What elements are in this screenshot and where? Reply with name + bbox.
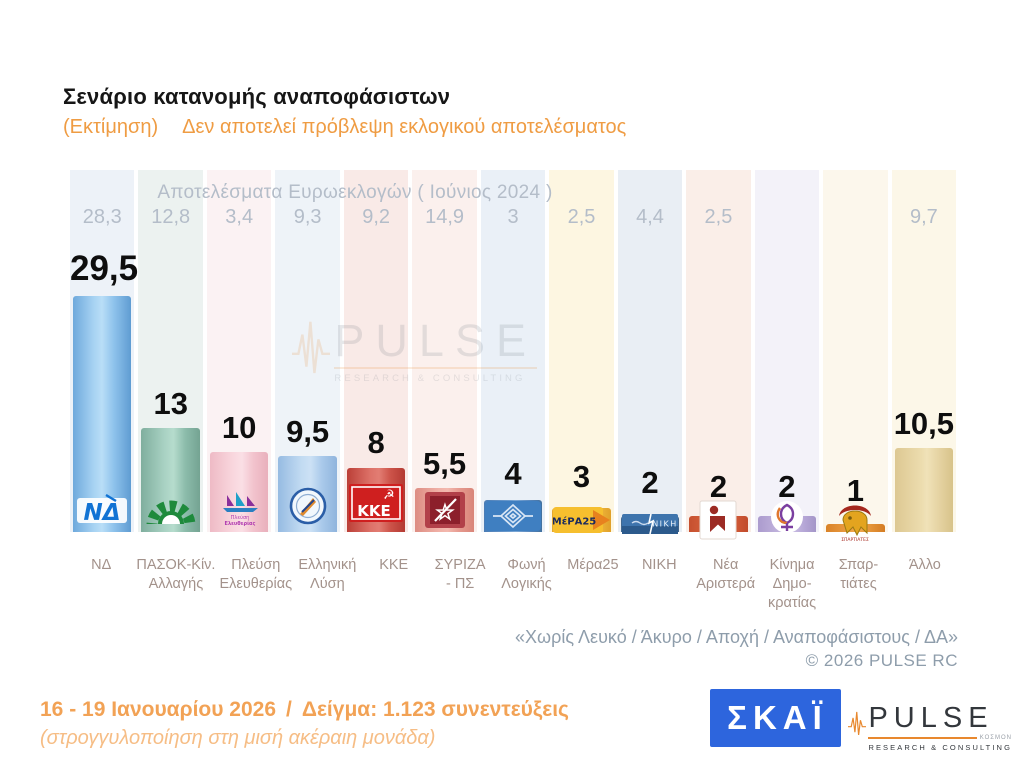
euro-results-header: Αποτελέσματα Ευρωεκλογών ( Ιούνιος 2024 … xyxy=(157,182,553,203)
party-name-label: Ελληνική Λύση xyxy=(298,557,357,592)
bar-value-label: 2 xyxy=(641,465,659,500)
bar-value-label: 3 xyxy=(572,459,591,494)
rounding-note: (στρογγυλοποίηση στη μισή ακέραιη μονάδα… xyxy=(40,727,436,749)
survey-info-line: 16 - 19 Ιανουαρίου 2026 / Δείγμα: 1.123 συ… xyxy=(40,698,569,722)
euro-2024-value: 9,2 xyxy=(362,206,391,228)
party-name-label: Φωνή Λογικής xyxy=(501,557,552,592)
plefsi-ship-logo: Πλεύση Ελευθερίας xyxy=(214,490,264,527)
survey-sample: Δείγμα: 1.123 συνεντεύξεις xyxy=(301,698,569,721)
bar-value-label: 4 xyxy=(504,456,522,491)
bar-value-label: 8 xyxy=(367,425,385,460)
euro-2024-value: 2,5 xyxy=(704,206,733,228)
euro-2024-value: 9,3 xyxy=(293,206,322,228)
bar-value-label: 5,5 xyxy=(423,446,467,481)
svg-text:ΜέΡΑ25: ΜέΡΑ25 xyxy=(553,516,596,528)
svg-text:ΝΔ: ΝΔ xyxy=(84,500,121,524)
bar-value-label: 9,5 xyxy=(286,414,330,449)
foni-logikis-logo xyxy=(485,501,542,531)
pulse-logo-text: PULSE xyxy=(868,702,994,734)
svg-text:ΣΠΑΡΤΙΑΤΕΣ: ΣΠΑΡΤΙΑΤΕΣ xyxy=(842,537,870,542)
bar-value-label: 10 xyxy=(221,410,257,445)
svg-text:ΚΚΕ: ΚΚΕ xyxy=(357,502,391,520)
chart-column: 4,4 ΝΙΚΗ 2 xyxy=(617,170,683,535)
bar-value-label: 10,5 xyxy=(893,406,955,441)
pulse-heartbeat-icon xyxy=(848,711,867,736)
svg-text:Ελευθερίας: Ελευθερίας xyxy=(225,520,256,526)
euro-2024-value: 3,4 xyxy=(225,206,254,228)
party-name-label: Νέα Αριστερά xyxy=(696,557,756,592)
poll-bar xyxy=(209,452,269,532)
chart-column: 28,3 ΝΔ 29,5 xyxy=(70,170,139,532)
euro-2024-value: 28,3 xyxy=(82,206,122,228)
poll-bar xyxy=(894,448,954,532)
survey-separator: / xyxy=(286,698,292,721)
chart-columns: 28,3 ΝΔ 29,5 12,8 13 3,4 Πλεύση Ελευθερίας 10 9,3… xyxy=(70,170,957,550)
poll-bar xyxy=(73,296,132,532)
party-name-label: ΚΚΕ xyxy=(379,557,409,573)
chart-column: 9,7 10,5 xyxy=(891,170,957,532)
party-name-label: Κίνημα Δημο-κρατίας xyxy=(767,557,817,611)
niki-logo: ΝΙΚΗ xyxy=(621,513,678,535)
exclusion-note: «Χωρίς Λευκό / Άκυρο / Αποχή / Αναποφάσι… xyxy=(515,627,958,647)
party-name-label: Άλλο xyxy=(908,557,941,573)
euro-2024-value: 14,9 xyxy=(425,206,465,228)
euro-2024-value: 4,4 xyxy=(636,206,664,228)
nd-logo: ΝΔ xyxy=(76,493,128,526)
kke-logo: ☭ ΚΚΕ xyxy=(349,484,404,522)
bar-value-label: 2 xyxy=(778,469,796,504)
syriza-star-logo: ★ xyxy=(423,490,467,530)
euro-2024-value: 2,5 xyxy=(567,206,596,228)
mera25-logo: ΜέΡΑ25 xyxy=(551,507,611,533)
party-name-label: Μέρα25 xyxy=(567,557,619,573)
bar-value-label: 2 xyxy=(709,469,728,504)
svg-text:☭: ☭ xyxy=(383,488,395,503)
subtitle-estimate: (Εκτίμηση) xyxy=(63,116,159,138)
party-name-label: ΣΥΡΙΖΑ - ΠΣ xyxy=(434,557,486,592)
svg-text:ΝΙΚΗ: ΝΙΚΗ xyxy=(652,520,678,529)
bar-value-label: 13 xyxy=(153,386,188,421)
elliniki-lysi-compass-logo xyxy=(288,486,328,526)
pulse-logo-small-text: ΚΟΣΜΟΝ xyxy=(979,735,1012,741)
chart-column: 2,5 2 xyxy=(686,170,751,540)
chart-column: ΣΠΑΡΤΙΑΤΕΣ 1 xyxy=(823,170,888,543)
kinima-dimokratias-logo xyxy=(767,500,807,534)
bar-value-label: 1 xyxy=(846,473,865,508)
chart-column: 12,8 13 xyxy=(138,170,203,550)
party-name-label: ΝΔ xyxy=(91,557,112,573)
nea-aristera-logo xyxy=(699,500,737,540)
skai-logo: ΣΚΑΪ xyxy=(710,689,841,747)
chart-column: 14,9 ★ 5,5 xyxy=(412,170,477,532)
party-name-label: Σπαρ-τιάτες xyxy=(838,557,879,592)
chart-column: 9,3 9,5 xyxy=(275,170,340,532)
page-title: Σενάριο κατανομής αναποφάσιστων xyxy=(63,84,451,109)
euro-2024-value: 9,7 xyxy=(909,206,938,228)
page-subtitle: (Εκτίμηση) Δεν αποτελεί πρόβλεψη εκλογικο… xyxy=(63,116,626,139)
chart-column: 2,5 ΜέΡΑ25 3 xyxy=(549,170,614,533)
euro-2024-value: 3 xyxy=(507,206,519,228)
spartiates-helmet-logo: ΣΠΑΡΤΙΑΤΕΣ xyxy=(833,500,877,543)
chart-column: 3,4 Πλεύση Ελευθερίας 10 xyxy=(206,170,272,532)
svg-text:Πλεύση: Πλεύση xyxy=(231,514,250,521)
bar-chart: Αποτελέσματα Ευρωεκλογών ( Ιούνιος 2024 … xyxy=(70,170,957,550)
chart-column: 9,2 ☭ ΚΚΕ 8 xyxy=(343,170,409,532)
party-name-label: ΠΑΣΟΚ-Κίν. Αλλαγής xyxy=(136,557,216,592)
pulse-logo-underline xyxy=(868,737,977,739)
survey-dates: 16 - 19 Ιανουαρίου 2026 xyxy=(40,698,277,721)
pasok-sun-logo xyxy=(143,494,199,550)
party-name-label: Πλεύση Ελευθερίας xyxy=(219,557,293,592)
party-name-label: ΝΙΚΗ xyxy=(641,557,677,573)
euro-2024-value: 12,8 xyxy=(151,206,191,228)
pulse-logo-tagline: RESEARCH & CONSULTING xyxy=(868,743,1012,752)
chart-column: 2 xyxy=(754,170,820,534)
pulse-logo: PULSE ΚΟΣΜΟΝ RESEARCH & CONSULTING xyxy=(848,690,1012,752)
subtitle-disclaimer: Δεν αποτελεί πρόβλεψη εκλογικού αποτελέσ… xyxy=(182,116,627,138)
skai-logo-text: ΣΚΑΪ xyxy=(727,699,828,736)
party-labels-row: ΝΔ ΠΑΣΟΚ-Κίν. Αλλαγής Πλεύση Ελευθερίας Ελλην… xyxy=(70,556,956,613)
bar-value-label: 29,5 xyxy=(70,249,139,288)
copyright-note: © 2026 PULSE RC xyxy=(805,651,958,670)
